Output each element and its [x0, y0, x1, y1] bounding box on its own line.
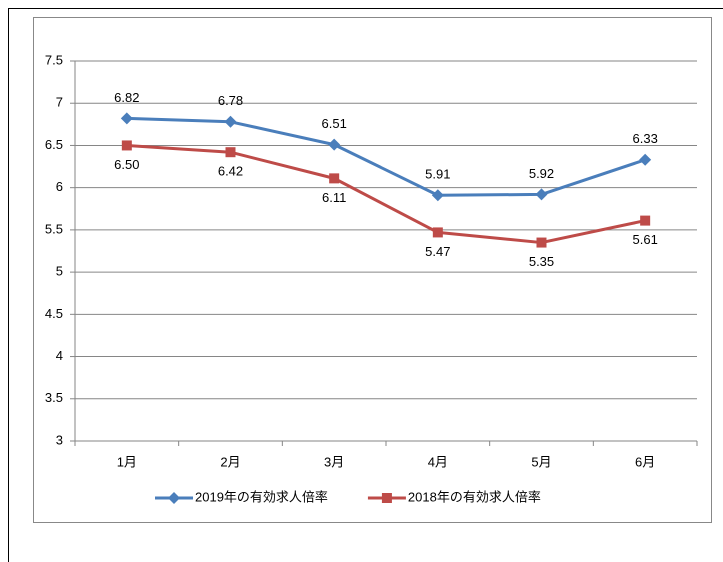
data-label: 6.42 — [218, 164, 243, 179]
y-tick-label: 4.5 — [45, 306, 63, 321]
data-label: 5.92 — [529, 166, 554, 181]
x-tick-label: 3月 — [324, 454, 344, 469]
marker — [536, 237, 547, 248]
marker — [120, 112, 133, 125]
data-label: 6.33 — [633, 131, 658, 146]
marker — [328, 138, 341, 151]
y-tick-label: 6.5 — [45, 137, 63, 152]
data-label: 5.35 — [529, 254, 554, 269]
data-label: 6.11 — [322, 190, 346, 205]
marker — [381, 493, 392, 503]
chart-frame — [33, 17, 712, 523]
y-tick-label: 7.5 — [45, 52, 63, 67]
data-label: 6.78 — [218, 93, 243, 108]
x-tick-label: 5月 — [531, 454, 551, 469]
series-line — [126, 116, 646, 197]
marker — [329, 173, 340, 184]
x-tick-label: 2月 — [220, 454, 240, 469]
marker — [121, 140, 132, 151]
data-label: 6.50 — [114, 157, 139, 172]
y-tick-label: 5.5 — [45, 221, 63, 236]
marker — [535, 188, 548, 201]
y-tick-label: 5 — [56, 264, 63, 279]
x-tick-label: 4月 — [428, 454, 448, 469]
marker — [431, 189, 444, 202]
x-tick-label: 1月 — [117, 454, 137, 469]
x-tick-label: 6月 — [635, 454, 655, 469]
data-label: 5.91 — [425, 167, 450, 182]
legend-label: 2019年の有効求人倍率 — [195, 489, 328, 504]
marker — [640, 215, 651, 226]
data-label: 5.61 — [633, 232, 658, 247]
marker — [432, 227, 443, 238]
series-line — [126, 143, 646, 245]
y-tick-label: 3 — [56, 432, 63, 447]
y-tick-label: 4 — [56, 348, 63, 363]
y-tick-label: 6 — [56, 179, 63, 194]
data-label: 6.51 — [322, 116, 347, 131]
data-label: 6.82 — [114, 90, 139, 105]
marker — [168, 492, 180, 504]
data-label: 5.47 — [425, 244, 450, 259]
y-tick-label: 7 — [56, 95, 63, 110]
marker — [225, 147, 236, 158]
marker — [639, 153, 652, 166]
y-tick-label: 3.5 — [45, 390, 63, 405]
legend-label: 2018年の有効求人倍率 — [408, 489, 541, 504]
marker — [224, 115, 237, 128]
